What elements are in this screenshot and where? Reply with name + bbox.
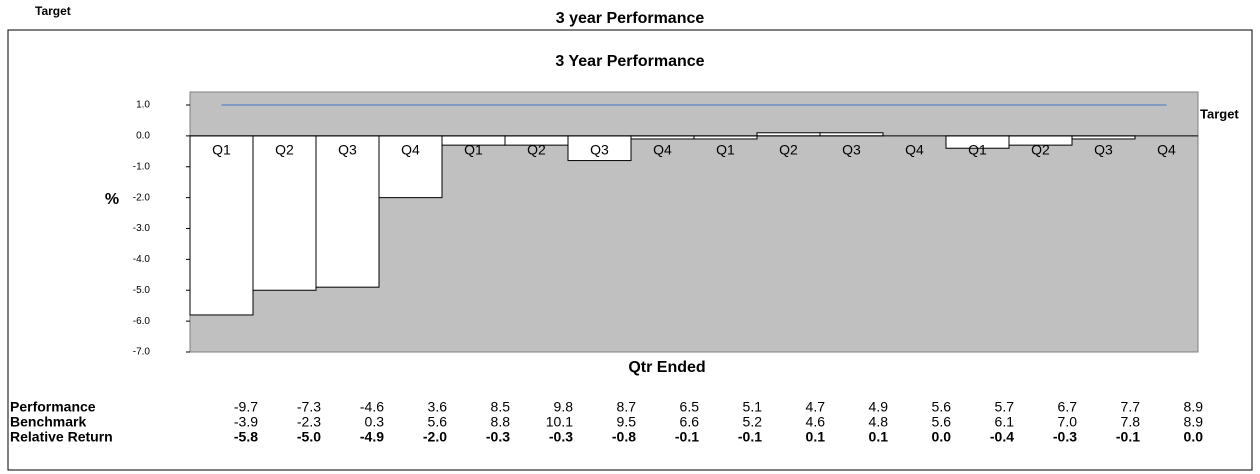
bar bbox=[315, 135, 380, 288]
row-label: Performance bbox=[10, 399, 96, 415]
table-value: 6.5 bbox=[680, 399, 700, 415]
table-value: -2.0 bbox=[423, 429, 447, 445]
table-value: 6.1 bbox=[995, 414, 1015, 430]
table-value: 8.9 bbox=[1184, 399, 1204, 415]
table-value: 4.8 bbox=[869, 414, 889, 430]
table-value: -5.8 bbox=[234, 429, 258, 445]
table-value: 4.9 bbox=[869, 399, 889, 415]
x-axis-label: Qtr Ended bbox=[628, 359, 705, 376]
table-value: 8.5 bbox=[491, 399, 511, 415]
header-left: Target bbox=[35, 4, 71, 18]
x-tick-label: Q3 bbox=[590, 142, 609, 158]
table-value: 3.6 bbox=[428, 399, 448, 415]
table-value: -0.1 bbox=[738, 429, 762, 445]
table-value: -0.4 bbox=[990, 429, 1014, 445]
table-value: 7.0 bbox=[1058, 414, 1078, 430]
table-value: 5.1 bbox=[743, 399, 763, 415]
x-tick-label: Q3 bbox=[338, 142, 357, 158]
table-value: 9.5 bbox=[617, 414, 637, 430]
y-tick-label: -5.0 bbox=[133, 285, 151, 296]
y-tick-label: 0.0 bbox=[136, 131, 150, 142]
y-tick-label: 1.0 bbox=[136, 100, 150, 111]
table-value: 0.1 bbox=[869, 429, 889, 445]
bar bbox=[378, 135, 443, 199]
table-value: -3.9 bbox=[234, 414, 258, 430]
table-value: 5.6 bbox=[932, 399, 952, 415]
table-value: 0.1 bbox=[806, 429, 826, 445]
x-tick-label: Q2 bbox=[779, 142, 798, 158]
table-value: 8.7 bbox=[617, 399, 637, 415]
row-label: Benchmark bbox=[10, 414, 86, 430]
table-value: -4.6 bbox=[360, 399, 384, 415]
y-tick-label: -1.0 bbox=[133, 161, 151, 172]
table-value: -2.3 bbox=[297, 414, 321, 430]
table-value: 0.3 bbox=[365, 414, 385, 430]
y-tick-label: -2.0 bbox=[133, 192, 151, 203]
table-value: -4.9 bbox=[360, 429, 384, 445]
table-value: -0.3 bbox=[1053, 429, 1077, 445]
x-tick-label: Q4 bbox=[905, 142, 924, 158]
table-value: 7.8 bbox=[1121, 414, 1141, 430]
y-tick-label: -3.0 bbox=[133, 223, 151, 234]
table-value: 10.1 bbox=[546, 414, 573, 430]
target-label: Target bbox=[1200, 106, 1239, 121]
x-tick-label: Q2 bbox=[527, 142, 546, 158]
table-value: 6.6 bbox=[680, 414, 700, 430]
y-tick-label: -7.0 bbox=[133, 347, 151, 358]
table-value: 4.7 bbox=[806, 399, 826, 415]
table-value: 6.7 bbox=[1058, 399, 1078, 415]
table-value: -7.3 bbox=[297, 399, 321, 415]
table-value: -0.3 bbox=[549, 429, 573, 445]
table-value: 0.0 bbox=[1184, 429, 1204, 445]
table-value: 5.6 bbox=[932, 414, 952, 430]
x-tick-label: Q3 bbox=[842, 142, 861, 158]
x-tick-label: Q2 bbox=[1031, 142, 1050, 158]
x-tick-label: Q2 bbox=[275, 142, 294, 158]
table-value: 8.9 bbox=[1184, 414, 1204, 430]
table-value: 5.7 bbox=[995, 399, 1015, 415]
table-value: 5.2 bbox=[743, 414, 763, 430]
table-value: -0.1 bbox=[1116, 429, 1140, 445]
table-value: -5.0 bbox=[297, 429, 321, 445]
x-tick-label: Q1 bbox=[716, 142, 735, 158]
row-label: Relative Return bbox=[10, 429, 113, 445]
table-value: -0.8 bbox=[612, 429, 636, 445]
table-value: 4.6 bbox=[806, 414, 826, 430]
table-value: -0.3 bbox=[486, 429, 510, 445]
table-value: 8.8 bbox=[491, 414, 511, 430]
y-tick-label: -6.0 bbox=[133, 316, 151, 327]
frame bbox=[7, 29, 1253, 471]
table-value: 9.8 bbox=[554, 399, 574, 415]
x-tick-label: Q4 bbox=[1157, 142, 1176, 158]
x-tick-label: Q3 bbox=[1094, 142, 1113, 158]
table-value: 7.7 bbox=[1121, 399, 1141, 415]
x-tick-label: Q1 bbox=[968, 142, 987, 158]
table-value: -9.7 bbox=[234, 399, 258, 415]
x-tick-label: Q4 bbox=[401, 142, 420, 158]
x-tick-label: Q1 bbox=[212, 142, 231, 158]
table-value: 5.6 bbox=[428, 414, 448, 430]
table-value: 0.0 bbox=[932, 429, 952, 445]
x-tick-label: Q4 bbox=[653, 142, 672, 158]
y-axis-label: % bbox=[105, 191, 119, 208]
table-value: -0.1 bbox=[675, 429, 699, 445]
y-tick-label: -4.0 bbox=[133, 254, 151, 265]
chart-title: 3 Year Performance bbox=[555, 53, 704, 70]
bar bbox=[189, 135, 254, 316]
x-tick-label: Q1 bbox=[464, 142, 483, 158]
header-title: 3 year Performance bbox=[556, 10, 705, 27]
bar bbox=[252, 135, 317, 291]
